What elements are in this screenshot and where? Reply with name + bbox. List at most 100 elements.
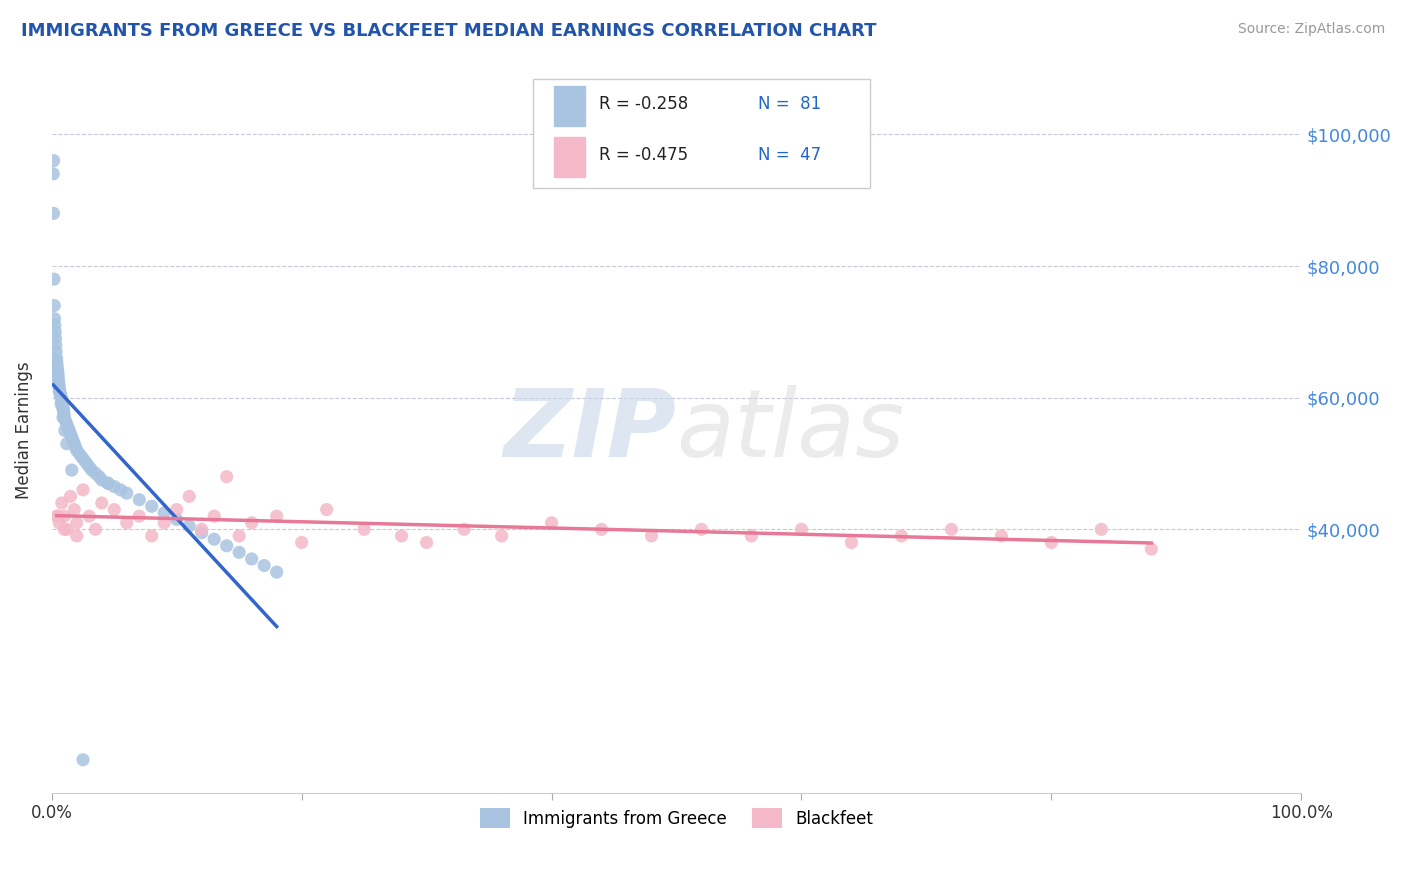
- Point: [48, 374, 70, 388]
- Point: [51, 396, 73, 410]
- Point: [453, 522, 475, 536]
- Point: [128, 492, 150, 507]
- Point: [77, 459, 100, 474]
- Point: [153, 516, 176, 530]
- Point: [179, 490, 201, 504]
- Point: [72, 483, 94, 497]
- Point: [1040, 535, 1063, 549]
- Point: [80, 463, 103, 477]
- Text: R = -0.475: R = -0.475: [599, 145, 688, 164]
- Bar: [554, 136, 585, 177]
- Point: [941, 522, 963, 536]
- Bar: [554, 86, 585, 126]
- Point: [52, 410, 75, 425]
- Point: [44, 325, 66, 339]
- Point: [77, 509, 100, 524]
- Point: [73, 453, 96, 467]
- Point: [253, 558, 276, 573]
- Point: [240, 516, 263, 530]
- Point: [228, 529, 250, 543]
- Point: [46, 371, 69, 385]
- Point: [53, 407, 76, 421]
- Point: [266, 509, 288, 524]
- Point: [48, 384, 70, 398]
- Point: [66, 516, 89, 530]
- Point: [103, 502, 125, 516]
- Point: [291, 535, 314, 549]
- Point: [53, 424, 76, 438]
- Point: [56, 420, 79, 434]
- Point: [42, 206, 65, 220]
- Point: [190, 525, 212, 540]
- Point: [49, 389, 72, 403]
- Point: [48, 377, 70, 392]
- Point: [202, 509, 225, 524]
- Point: [128, 509, 150, 524]
- Point: [84, 467, 107, 481]
- Text: N =  81: N = 81: [758, 95, 821, 113]
- Point: [66, 443, 89, 458]
- Point: [215, 539, 238, 553]
- Point: [46, 364, 69, 378]
- Point: [45, 354, 67, 368]
- Text: Source: ZipAtlas.com: Source: ZipAtlas.com: [1237, 22, 1385, 37]
- Legend: Immigrants from Greece, Blackfeet: Immigrants from Greece, Blackfeet: [474, 801, 880, 835]
- Text: ZIP: ZIP: [503, 384, 676, 476]
- Point: [55, 414, 77, 428]
- Point: [49, 386, 72, 401]
- Point: [52, 404, 75, 418]
- Point: [51, 397, 73, 411]
- Point: [45, 351, 67, 366]
- Point: [141, 500, 163, 514]
- Text: atlas: atlas: [676, 385, 904, 476]
- Point: [52, 399, 75, 413]
- FancyBboxPatch shape: [533, 79, 870, 188]
- Point: [228, 545, 250, 559]
- Point: [55, 417, 77, 431]
- Point: [166, 502, 188, 516]
- Point: [153, 506, 176, 520]
- Point: [45, 509, 67, 524]
- Point: [60, 430, 83, 444]
- Point: [690, 522, 713, 536]
- Point: [58, 424, 80, 438]
- Point: [67, 447, 90, 461]
- Point: [45, 344, 67, 359]
- Point: [990, 529, 1012, 543]
- Point: [70, 450, 93, 464]
- Point: [48, 384, 70, 398]
- Point: [1090, 522, 1112, 536]
- Point: [790, 522, 813, 536]
- Point: [640, 529, 662, 543]
- Point: [841, 535, 863, 549]
- Point: [48, 381, 70, 395]
- Point: [90, 473, 112, 487]
- Point: [59, 490, 82, 504]
- Point: [42, 167, 65, 181]
- Point: [49, 397, 72, 411]
- Point: [540, 516, 562, 530]
- Point: [97, 476, 120, 491]
- Point: [166, 512, 188, 526]
- Y-axis label: Median Earnings: Median Earnings: [15, 362, 32, 500]
- Point: [42, 153, 65, 168]
- Point: [44, 311, 66, 326]
- Point: [740, 529, 762, 543]
- Point: [89, 469, 111, 483]
- Point: [60, 463, 83, 477]
- Point: [1140, 542, 1163, 557]
- Point: [84, 522, 107, 536]
- Point: [53, 509, 76, 524]
- Point: [45, 358, 67, 372]
- Point: [51, 394, 73, 409]
- Point: [110, 483, 132, 497]
- Point: [65, 440, 87, 454]
- Point: [141, 529, 163, 543]
- Point: [266, 565, 288, 579]
- Point: [53, 522, 76, 536]
- Point: [353, 522, 375, 536]
- Point: [46, 358, 69, 372]
- Point: [55, 522, 77, 536]
- Point: [46, 509, 69, 524]
- Point: [115, 516, 138, 530]
